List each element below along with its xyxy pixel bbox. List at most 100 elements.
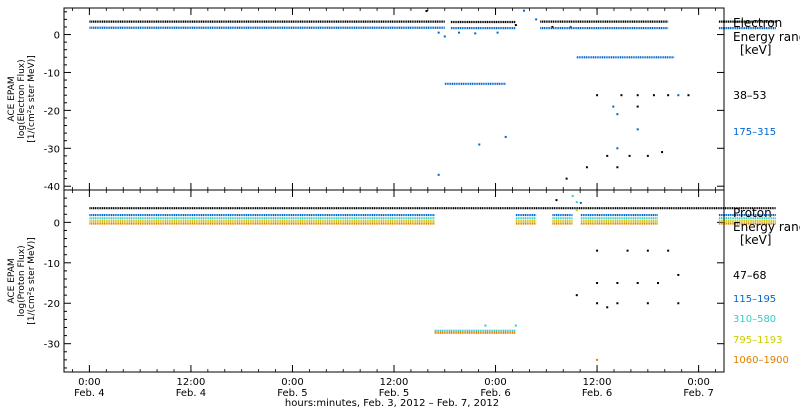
proton-legend-title-3: [keV] [740, 233, 771, 247]
proton-ytick-label: -10 [44, 259, 60, 270]
proton-series-1-point [646, 302, 649, 305]
proton-series-1-point [596, 302, 599, 305]
electron-series-2-point [612, 105, 615, 108]
proton-series-1-point [636, 282, 639, 285]
x-tick-date: Feb. 5 [277, 388, 307, 399]
proton-series-3-point [571, 195, 574, 198]
electron-series-1-point [667, 94, 670, 97]
proton-ylabel-line-1: ACE EPAM [7, 258, 17, 303]
x-tick-date: Feb. 5 [379, 388, 409, 399]
x-tick-time: 12:00 [583, 377, 612, 388]
electron-series-1-point [551, 25, 554, 28]
electron-legend-series-2: 175–315 [733, 127, 776, 138]
electron-series-1-point [646, 154, 649, 157]
x-tick-date: Feb. 4 [74, 388, 104, 399]
electron-legend-series-1: 38–53 [733, 89, 767, 102]
electron-series-2-point [616, 147, 619, 150]
x-axis-label: hours:minutes, Feb. 3, 2012 – Feb. 7, 20… [285, 398, 499, 409]
electron-series-1-point [514, 24, 517, 27]
electron-ytick-label: 0 [54, 31, 60, 42]
proton-series-4-point [575, 209, 578, 212]
electron-legend-title-2: Energy ranges [733, 30, 800, 44]
electron-series-2-point [474, 32, 477, 35]
proton-legend-series-5: 1060–1900 [733, 355, 789, 366]
electron-series-2-point [437, 173, 440, 176]
proton-series-2-point [579, 201, 582, 204]
electron-series-1-point [425, 10, 428, 13]
proton-series-1-point [657, 282, 659, 285]
x-tick-date: Feb. 7 [683, 388, 713, 399]
electron-series-2-point [437, 31, 440, 34]
electron-series-1-point [687, 94, 690, 97]
proton-series-1-point [677, 302, 680, 305]
electron-series-1-point [636, 105, 639, 108]
electron-series-2-point [535, 18, 538, 21]
electron-y-ticks: 0 -10 -20 -30 -40 [44, 11, 724, 193]
x-tick-time: 0:00 [687, 377, 709, 388]
proton-series-1-point [596, 282, 599, 285]
electron-series-2-point [569, 25, 572, 28]
x-tick-date: Feb. 6 [480, 388, 510, 399]
proton-legend-title-1: Proton [733, 206, 772, 220]
electron-ylabel-line-2: log(Electron Flux) [17, 59, 27, 138]
proton-series-1-point [575, 294, 578, 297]
electron-series-1-point [652, 94, 655, 97]
proton-series-1-point [616, 302, 619, 305]
electron-legend-title-3: [keV] [740, 43, 771, 57]
proton-series-1-point [626, 249, 629, 252]
proton-series-1-point [677, 273, 680, 276]
electron-series-2-point [677, 94, 680, 97]
electron-series-1-point [636, 94, 639, 97]
electron-legend-title-1: Electron [733, 16, 782, 30]
proton-legend-series-4: 795–1193 [733, 335, 783, 346]
electron-series-2-point [504, 135, 507, 138]
x-tick-time: 0:00 [78, 377, 100, 388]
electron-series-1-point [596, 94, 599, 97]
proton-series-1-point [606, 306, 609, 309]
proton-data [89, 195, 776, 361]
electron-series-1-point [620, 94, 623, 97]
proton-y-ticks: 0 -10 -20 -30 [44, 197, 724, 369]
proton-series-3-point [514, 324, 517, 327]
proton-legend-series-1: 47–68 [733, 269, 767, 282]
x-tick-time: 12:00 [380, 377, 409, 388]
electron-series-2-point [457, 31, 460, 34]
electron-ytick-label: -30 [44, 144, 60, 155]
proton-series-3-point [575, 201, 578, 204]
proton-series-1-point [616, 282, 619, 285]
electron-series-2-point [616, 113, 619, 116]
proton-series-5-point [596, 358, 599, 361]
electron-series-1-point [628, 154, 631, 157]
proton-series-3-point [484, 324, 487, 327]
proton-legend-title-2: Energy ranges [733, 220, 800, 234]
proton-ytick-label: -20 [44, 299, 60, 310]
x-tick-date: Feb. 4 [176, 388, 206, 399]
electron-series-2-point [636, 128, 639, 131]
proton-ylabel-line-2: log(Proton Flux) [17, 245, 27, 316]
proton-panel: 0 -10 -20 -30 ACE EPAM log(Proton Flux) [1/… [7, 189, 800, 373]
electron-series-2-point [443, 35, 446, 38]
electron-ytick-label: -20 [44, 106, 60, 117]
electron-data [89, 9, 776, 180]
electron-series-2-point [496, 31, 499, 34]
electron-series-1-point [606, 154, 609, 157]
x-tick-time: 12:00 [177, 377, 206, 388]
electron-series-1-point [585, 166, 588, 169]
proton-ylabel-line-3: [1/(cm²s ster MeV)] [27, 237, 37, 324]
electron-series-1-point [565, 177, 568, 180]
x-tick-date: Feb. 6 [582, 388, 612, 399]
electron-ylabel-line-3: [1/(cm²s ster MeV)] [27, 55, 37, 142]
electron-series-1-point [661, 151, 664, 154]
electron-series-2-point [522, 9, 525, 12]
proton-series-1-point [555, 199, 558, 202]
electron-series-1-point [616, 166, 619, 169]
electron-ytick-label: -10 [44, 68, 60, 79]
x-tick-time: 0:00 [484, 377, 506, 388]
proton-series-1-point [667, 249, 670, 252]
proton-series-1-point [596, 249, 599, 252]
proton-series-1-point [646, 249, 649, 252]
electron-ylabel-line-1: ACE EPAM [7, 76, 17, 121]
x-tick-time: 0:00 [281, 377, 303, 388]
